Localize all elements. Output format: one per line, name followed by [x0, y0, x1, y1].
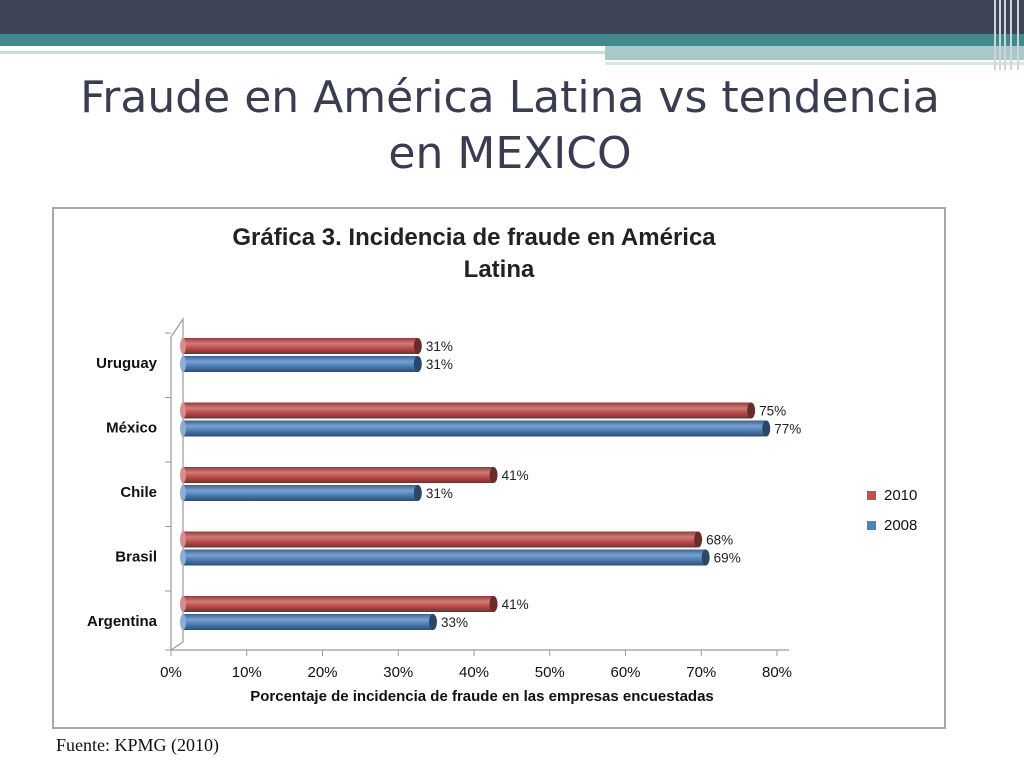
bar-start-cap: [180, 356, 186, 372]
category-label: Brasil: [115, 549, 157, 566]
bar: [183, 549, 706, 566]
x-tick-label: 60%: [610, 664, 640, 681]
x-tick-label: 0%: [160, 664, 182, 681]
data-label: 31%: [426, 357, 453, 372]
x-tick-label: 20%: [307, 664, 337, 681]
bar-end-cap: [701, 549, 710, 566]
header-bar: [0, 0, 1024, 34]
category-label: Argentina: [87, 613, 158, 630]
data-label: 41%: [502, 468, 529, 483]
slide-title-line2: en MEXICO: [388, 128, 632, 179]
x-tick-label: 70%: [686, 664, 716, 681]
data-label: 33%: [441, 615, 468, 630]
bar: [183, 614, 433, 630]
data-label: 77%: [774, 422, 801, 437]
bar-start-cap: [180, 531, 186, 548]
bar-end-cap: [694, 531, 703, 548]
bar: [183, 420, 767, 437]
bar: [183, 402, 752, 419]
data-label: 31%: [426, 339, 453, 354]
bar-end-cap: [489, 596, 498, 612]
bar-start-cap: [180, 338, 186, 354]
bar-start-cap: [180, 614, 186, 630]
slide-title-line1: Fraude en América Latina vs tendencia: [80, 72, 940, 123]
category-label: Chile: [120, 484, 157, 501]
data-label: 68%: [706, 533, 733, 548]
chart-title: Gráfica 3. Incidencia de fraude en Améri…: [52, 222, 946, 286]
bar: [183, 531, 699, 548]
chart-title-line2: Latina: [463, 256, 535, 283]
header-band-thin: [605, 62, 1024, 65]
bar-start-cap: [180, 402, 186, 419]
bar: [183, 596, 494, 612]
bar-start-cap: [180, 485, 186, 501]
data-label: 75%: [759, 404, 786, 419]
chart-title-line1: Gráfica 3. Incidencia de fraude en Améri…: [232, 224, 716, 251]
bar-start-cap: [180, 596, 186, 612]
data-label: 41%: [502, 597, 529, 612]
x-tick-label: 40%: [459, 664, 489, 681]
bar-end-cap: [747, 402, 756, 419]
x-axis-title: Porcentaje de incidencia de fraude en la…: [250, 688, 714, 705]
category-label: Uruguay: [96, 355, 158, 372]
bar: [183, 338, 418, 354]
bar: [183, 485, 418, 501]
header-band-white: [0, 46, 605, 51]
axis-wall: [170, 317, 184, 652]
bar-start-cap: [180, 467, 186, 483]
legend-label: 2010: [884, 487, 917, 504]
x-tick-label: 80%: [762, 664, 792, 681]
data-label: 69%: [714, 551, 741, 566]
bar-end-cap: [762, 420, 771, 437]
legend-swatch: [867, 521, 876, 530]
bar: [183, 356, 418, 372]
bar-end-cap: [413, 356, 422, 372]
x-tick-label: 10%: [232, 664, 262, 681]
bar-end-cap: [413, 485, 422, 501]
header-band-teal: [0, 34, 1024, 46]
corner-decoration: [990, 0, 1024, 70]
legend-label: 2008: [884, 517, 917, 534]
source-note: Fuente: KPMG (2010): [56, 735, 219, 755]
data-label: 31%: [426, 486, 453, 501]
bar-end-cap: [489, 467, 498, 483]
bar-start-cap: [180, 549, 186, 566]
legend-swatch: [867, 491, 876, 500]
bar-end-cap: [413, 338, 422, 354]
bar-start-cap: [180, 420, 186, 437]
category-label: México: [106, 420, 157, 437]
slide-title: Fraude en América Latina vs tendencia en…: [30, 70, 990, 182]
bar-end-cap: [428, 614, 437, 630]
header-band-light: [605, 46, 1024, 60]
x-tick-label: 30%: [383, 664, 413, 681]
header-band-mid: [0, 51, 605, 54]
bar: [183, 467, 494, 483]
x-tick-label: 50%: [535, 664, 565, 681]
